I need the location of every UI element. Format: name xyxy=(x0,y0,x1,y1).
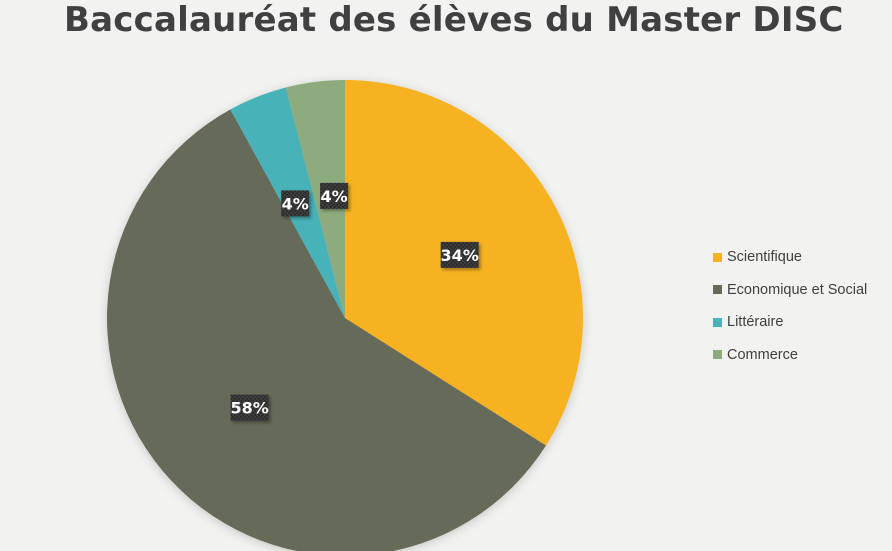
pie-slice-economique-et-social xyxy=(107,109,546,551)
pie-slice-commerce xyxy=(285,80,345,318)
legend-item-economique-et-social: Economique et Social xyxy=(713,279,867,301)
data-label-box xyxy=(281,190,310,217)
data-label: 4% xyxy=(281,190,310,217)
legend-item-scientifique: Scientifique xyxy=(713,246,867,268)
data-label-box xyxy=(320,182,349,209)
data-label: 34% xyxy=(440,241,479,268)
legend-item-litteraire: Littéraire xyxy=(713,311,867,333)
legend-label: Commerce xyxy=(727,346,798,363)
chart-title: Baccalauréat des élèves du Master DISC xyxy=(64,0,844,40)
legend-label: Scientifique xyxy=(727,249,802,265)
data-label-box xyxy=(440,241,479,268)
data-label-box xyxy=(230,394,269,421)
legend: Scientifique Economique et Social Littér… xyxy=(713,246,867,376)
legend-label: Economique et Social xyxy=(727,281,868,298)
data-label-text: 4% xyxy=(282,194,309,213)
legend-swatch xyxy=(713,317,722,327)
legend-item-commerce: Commerce xyxy=(713,344,867,366)
data-label-text: 34% xyxy=(441,246,479,265)
legend-swatch xyxy=(713,252,722,262)
legend-swatch xyxy=(713,350,722,359)
legend-label: Littéraire xyxy=(727,314,784,330)
data-label-text: 4% xyxy=(321,187,348,206)
legend-swatch xyxy=(713,285,722,294)
data-label: 58% xyxy=(230,394,269,421)
data-label-text: 58% xyxy=(230,399,268,418)
data-label: 4% xyxy=(320,182,349,209)
